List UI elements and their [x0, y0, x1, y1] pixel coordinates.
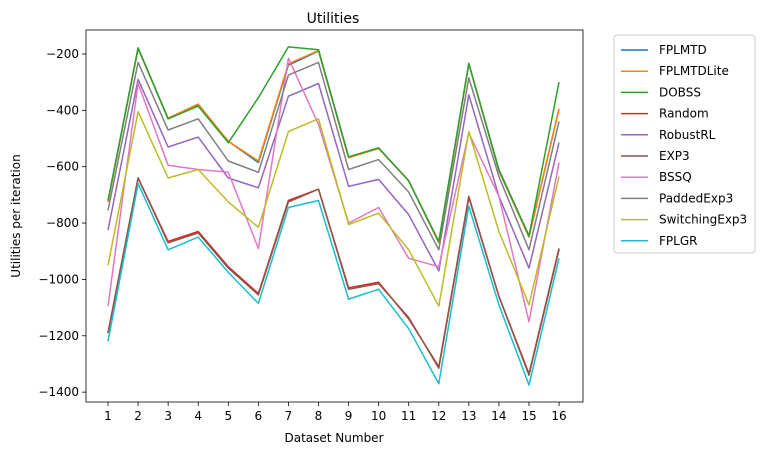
legend-label-fplmtd: FPLMTD — [659, 43, 707, 57]
legend-label-random: Random — [659, 107, 709, 121]
x-tick-label: 13 — [461, 409, 476, 423]
legend-label-robustrl: RobustRL — [659, 128, 716, 142]
x-tick-label: 5 — [224, 409, 232, 423]
x-tick-label: 8 — [315, 409, 323, 423]
x-axis: 1 2 3 4 5 6 7 8 9 10 11 12 13 14 15 16 — [104, 402, 567, 423]
x-tick-label: 1 — [104, 409, 112, 423]
series-line-robustrl — [107, 78, 560, 272]
legend-frame — [613, 34, 756, 254]
plot-area-frame — [85, 29, 584, 403]
x-tick-label: 16 — [551, 409, 566, 423]
y-tick-label: −200 — [46, 47, 79, 61]
legend-label-fplmtdlite: FPLMTDLite — [659, 64, 729, 78]
series-line-paddedexp3 — [107, 61, 560, 251]
x-tick-label: 3 — [164, 409, 172, 423]
legend-label-paddedexp3: PaddedExp3 — [659, 191, 733, 205]
x-tick-label: 15 — [521, 409, 536, 423]
x-tick-label: 6 — [255, 409, 263, 423]
y-tick-label: −1400 — [38, 385, 79, 399]
x-tick-label: 4 — [194, 409, 202, 423]
y-tick-label: −800 — [46, 216, 79, 230]
legend-label-switchingexp3: SwitchingExp3 — [659, 213, 747, 227]
y-tick-label: −600 — [46, 160, 79, 174]
series-line-dobss — [107, 46, 560, 243]
x-tick-label: 2 — [134, 409, 142, 423]
x-tick-label: 11 — [401, 409, 416, 423]
series-line-fplgr — [107, 182, 560, 386]
legend: FPLMTD FPLMTDLite DOBSS Random RobustRL EXP3 B… — [613, 34, 756, 254]
legend-label-fplgr: FPLGR — [659, 234, 697, 248]
x-tick-label: 12 — [431, 409, 446, 423]
series-line-switchingexp3 — [107, 110, 560, 307]
series-line-exp3 — [107, 177, 560, 376]
y-tick-label: −1000 — [38, 272, 79, 286]
y-tick-label: −1200 — [38, 329, 79, 343]
y-tick-label: −400 — [46, 103, 79, 117]
legend-label-dobss: DOBSS — [659, 85, 701, 99]
chart-title: Utilities — [307, 11, 360, 27]
y-axis: −200 −400 −600 −800 −1000 −1200 −1400 — [38, 47, 86, 399]
plot-lines — [107, 46, 560, 386]
x-axis-label: Dataset Number — [284, 431, 383, 445]
x-tick-label: 14 — [491, 409, 506, 423]
legend-label-exp3: EXP3 — [659, 149, 690, 163]
x-tick-label: 7 — [285, 409, 293, 423]
y-axis-label: Utilities per iteration — [9, 154, 23, 277]
x-tick-label: 9 — [345, 409, 353, 423]
x-tick-label: 10 — [371, 409, 386, 423]
legend-label-bssq: BSSQ — [659, 170, 692, 184]
